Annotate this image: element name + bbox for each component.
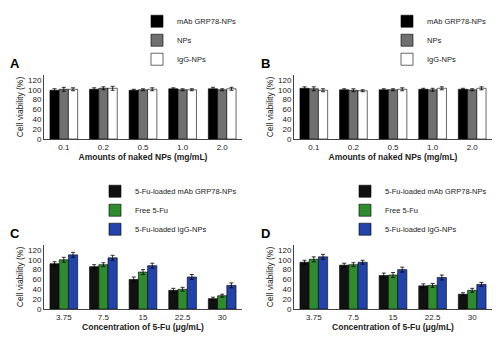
svg-text:Free 5-Fu: Free 5-Fu — [385, 206, 418, 215]
svg-text:7.5: 7.5 — [98, 313, 110, 322]
svg-text:mAb GRP78-NPs: mAb GRP78-NPs — [177, 17, 236, 26]
svg-text:0.5: 0.5 — [387, 143, 399, 152]
svg-text:D: D — [261, 226, 270, 241]
svg-text:A: A — [10, 56, 20, 71]
svg-text:80: 80 — [32, 265, 41, 274]
svg-text:100: 100 — [278, 256, 292, 265]
svg-text:40: 40 — [32, 285, 41, 294]
svg-text:Concentration of 5-Fu (μg/mL): Concentration of 5-Fu (μg/mL) — [332, 322, 454, 332]
svg-text:20: 20 — [32, 295, 41, 304]
svg-text:80: 80 — [282, 95, 291, 104]
svg-text:B: B — [261, 56, 270, 71]
svg-text:Cell viability (%): Cell viability (%) — [15, 77, 25, 138]
svg-text:1.0: 1.0 — [427, 143, 439, 152]
svg-text:3.75: 3.75 — [306, 313, 322, 322]
svg-text:5-Fu-loaded mAb GRP78-NPs: 5-Fu-loaded mAb GRP78-NPs — [385, 187, 487, 196]
svg-text:0: 0 — [37, 305, 42, 314]
svg-text:40: 40 — [32, 115, 41, 124]
svg-text:0.2: 0.2 — [348, 143, 360, 152]
svg-text:20: 20 — [32, 125, 41, 134]
svg-text:22.5: 22.5 — [425, 313, 441, 322]
svg-text:60: 60 — [282, 105, 291, 114]
svg-text:20: 20 — [282, 295, 291, 304]
svg-text:15: 15 — [389, 313, 398, 322]
svg-text:100: 100 — [28, 256, 42, 265]
svg-text:60: 60 — [32, 275, 41, 284]
svg-text:0.1: 0.1 — [308, 143, 320, 152]
svg-text:80: 80 — [32, 95, 41, 104]
svg-text:5-Fu-loaded IgG-NPs: 5-Fu-loaded IgG-NPs — [135, 225, 207, 234]
svg-text:Free 5-Fu: Free 5-Fu — [135, 206, 168, 215]
svg-text:100: 100 — [28, 86, 42, 95]
svg-text:30: 30 — [218, 313, 227, 322]
svg-text:0.5: 0.5 — [137, 143, 149, 152]
svg-text:40: 40 — [282, 285, 291, 294]
svg-text:60: 60 — [282, 275, 291, 284]
svg-text:80: 80 — [282, 265, 291, 274]
svg-text:120: 120 — [28, 246, 42, 255]
svg-text:Cell viability (%): Cell viability (%) — [15, 247, 25, 308]
svg-text:Concentration of 5-Fu (μg/mL): Concentration of 5-Fu (μg/mL) — [82, 322, 204, 332]
svg-text:Cell viability (%): Cell viability (%) — [265, 77, 275, 138]
svg-text:30: 30 — [468, 313, 477, 322]
svg-text:1.0: 1.0 — [177, 143, 189, 152]
svg-text:100: 100 — [278, 86, 292, 95]
svg-text:5-Fu-loaded mAb GRP78-NPs: 5-Fu-loaded mAb GRP78-NPs — [135, 187, 237, 196]
svg-text:IgG-NPs: IgG-NPs — [427, 55, 456, 64]
svg-text:20: 20 — [282, 125, 291, 134]
svg-text:Amounts of naked NPs (mg/mL): Amounts of naked NPs (mg/mL) — [79, 152, 208, 162]
svg-text:Cell viability (%): Cell viability (%) — [265, 247, 275, 308]
svg-text:0: 0 — [287, 135, 292, 144]
svg-text:NPs: NPs — [427, 36, 441, 45]
svg-text:15: 15 — [139, 313, 148, 322]
svg-text:120: 120 — [278, 246, 292, 255]
svg-text:0: 0 — [287, 305, 292, 314]
svg-text:40: 40 — [282, 115, 291, 124]
svg-text:120: 120 — [278, 76, 292, 85]
svg-text:2.0: 2.0 — [467, 143, 479, 152]
svg-text:3.75: 3.75 — [56, 313, 72, 322]
svg-text:0: 0 — [37, 135, 42, 144]
svg-text:0.1: 0.1 — [58, 143, 70, 152]
svg-text:120: 120 — [28, 76, 42, 85]
svg-text:60: 60 — [32, 105, 41, 114]
svg-text:22.5: 22.5 — [175, 313, 191, 322]
svg-text:7.5: 7.5 — [348, 313, 360, 322]
svg-text:Amounts of naked NPs (mg/mL): Amounts of naked NPs (mg/mL) — [329, 152, 458, 162]
svg-text:0.2: 0.2 — [98, 143, 110, 152]
svg-text:2.0: 2.0 — [217, 143, 229, 152]
svg-text:C: C — [10, 226, 20, 241]
svg-text:NPs: NPs — [177, 36, 191, 45]
svg-text:mAb GRP78-NPs: mAb GRP78-NPs — [427, 17, 486, 26]
svg-text:5-Fu-loaded IgG-NPs: 5-Fu-loaded IgG-NPs — [385, 225, 457, 234]
svg-text:IgG-NPs: IgG-NPs — [177, 55, 206, 64]
